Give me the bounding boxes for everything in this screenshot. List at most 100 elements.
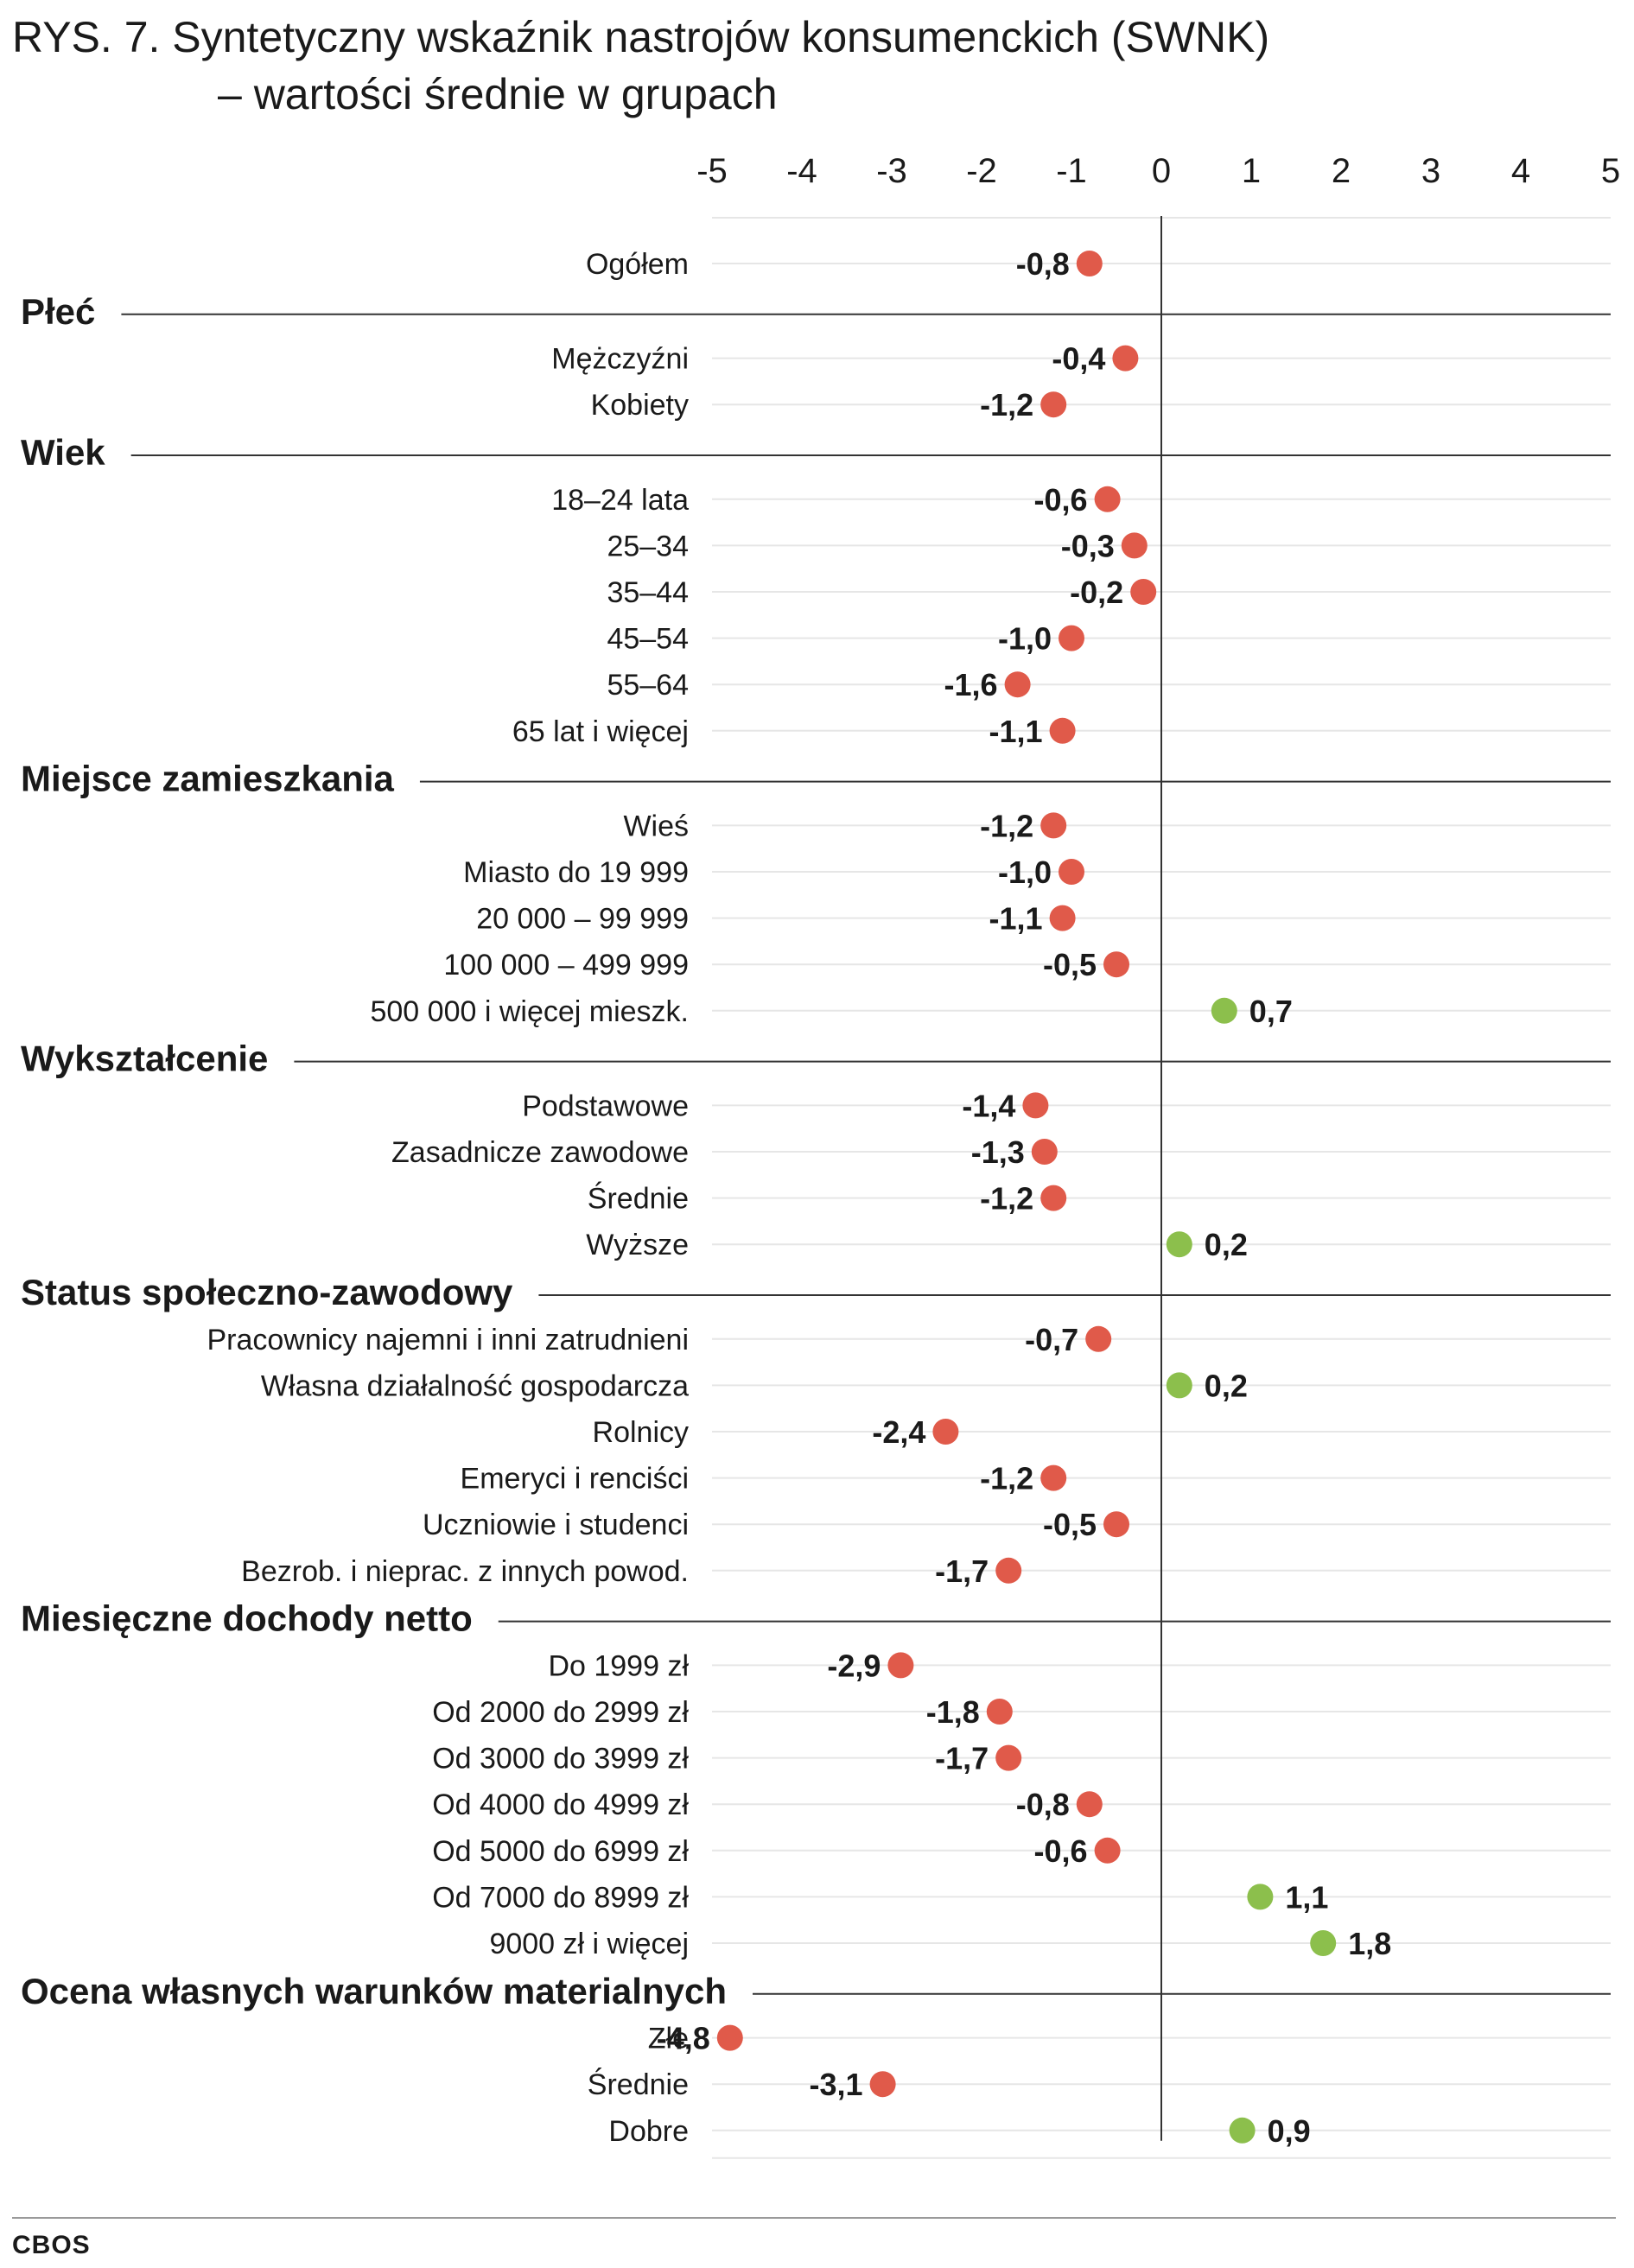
data-label: -0,7	[1025, 1322, 1078, 1357]
data-label: 1,1	[1285, 1879, 1328, 1915]
data-label: -1,6	[944, 667, 998, 702]
data-point	[1166, 1231, 1192, 1258]
category-label: Od 5000 do 6999 zł	[432, 1835, 689, 1868]
data-label: -1,8	[926, 1694, 980, 1730]
category-label: Podstawowe	[522, 1090, 689, 1122]
data-point	[1031, 1139, 1058, 1165]
category-label: 65 lat i więcej	[512, 715, 689, 748]
data-point	[1059, 859, 1084, 885]
data-label: -2,9	[827, 1648, 881, 1683]
category-label: Kobiety	[591, 389, 689, 422]
category-label: Wieś	[623, 810, 689, 842]
data-point	[1094, 486, 1121, 512]
data-point	[1121, 532, 1148, 559]
x-tick-label: -2	[966, 152, 997, 190]
data-point	[932, 1419, 959, 1445]
category-label: 18–24 lata	[551, 484, 689, 517]
category-label: Emeryci i renciści	[461, 1463, 689, 1496]
category-label: Bezrob. i nieprac. z innych powod.	[241, 1555, 689, 1588]
category-label: Od 3000 do 3999 zł	[432, 1743, 689, 1776]
data-label: -1,7	[935, 1553, 989, 1589]
data-point	[716, 2024, 743, 2051]
data-point	[1022, 1092, 1049, 1119]
data-point	[869, 2071, 896, 2098]
category-label: 100 000 – 499 999	[443, 949, 689, 982]
data-point	[1130, 579, 1157, 605]
data-label: 0,9	[1268, 2113, 1311, 2149]
data-point	[1040, 1185, 1067, 1211]
data-point	[1040, 1464, 1067, 1491]
category-label: Własna działalność gospodarcza	[261, 1369, 689, 1402]
data-label: -0,5	[1043, 1507, 1097, 1542]
x-tick-label: 3	[1421, 152, 1440, 190]
data-point	[995, 1557, 1022, 1584]
x-tick-label: 2	[1332, 152, 1351, 190]
data-label: -1,4	[962, 1088, 1015, 1123]
chart-title-line-2: – wartości średnie w grupach	[218, 70, 778, 118]
category-label: Złe	[648, 2023, 689, 2055]
source-label: CBOS	[12, 2231, 91, 2259]
x-tick-label: 0	[1152, 152, 1171, 190]
category-label: 20 000 – 99 999	[476, 903, 689, 936]
category-label: Od 4000 do 4999 zł	[432, 1788, 689, 1821]
data-label: -0,6	[1034, 1833, 1088, 1869]
x-tick-label: 4	[1511, 152, 1530, 190]
x-tick-label: -3	[876, 152, 907, 190]
data-point	[1040, 812, 1067, 839]
data-point	[1085, 1325, 1112, 1352]
data-label: -1,1	[989, 901, 1043, 937]
x-tick-label: -4	[786, 152, 817, 190]
x-tick-label: 5	[1601, 152, 1620, 190]
data-label: -1,2	[980, 1181, 1033, 1217]
data-point	[1004, 671, 1031, 698]
category-label: Od 7000 do 8999 zł	[432, 1881, 689, 1914]
data-point	[1103, 1511, 1129, 1538]
category-label: 25–34	[607, 530, 689, 562]
data-point	[995, 1744, 1022, 1771]
group-header: Ocena własnych warunków materialnych	[21, 1971, 727, 2011]
data-label: -3,1	[810, 2067, 863, 2102]
data-label: -1,0	[998, 854, 1052, 890]
data-label: -0,2	[1070, 575, 1123, 610]
data-label: -0,8	[1016, 246, 1070, 282]
data-label: -0,4	[1052, 341, 1105, 377]
group-header: Wiek	[21, 432, 105, 473]
category-label: Od 2000 do 2999 zł	[432, 1696, 689, 1729]
category-label: Zasadnicze zawodowe	[391, 1136, 689, 1169]
data-label: -1,2	[980, 1461, 1033, 1496]
group-header: Płeć	[21, 291, 95, 332]
data-label: -2,4	[872, 1414, 925, 1450]
data-point	[1049, 717, 1076, 744]
category-label: Wyższe	[586, 1229, 689, 1261]
data-point	[1103, 951, 1129, 978]
data-label: -1,7	[935, 1741, 989, 1776]
chart-title: RYS. 7. Syntetyczny wskaźnik nastrojów k…	[12, 9, 1269, 123]
category-label: 55–64	[607, 669, 689, 702]
group-header: Status społeczno-zawodowy	[21, 1272, 513, 1312]
category-label: 45–54	[607, 623, 689, 656]
group-header: Miejsce zamieszkania	[21, 759, 395, 799]
category-label: 35–44	[607, 576, 689, 609]
data-label: -0,8	[1016, 1787, 1070, 1822]
category-label: Mężczyźni	[551, 343, 689, 376]
group-header: Miesięczne dochody netto	[21, 1598, 473, 1639]
data-label: 0,2	[1205, 1227, 1248, 1262]
category-label: 500 000 i więcej mieszk.	[370, 995, 689, 1028]
data-point	[1247, 1884, 1274, 1910]
data-label: -0,6	[1034, 482, 1088, 518]
category-label: 9000 zł i więcej	[489, 1928, 689, 1960]
category-label: Uczniowie i studenci	[423, 1509, 689, 1541]
data-label: 0,2	[1205, 1368, 1248, 1403]
category-label: Miasto do 19 999	[463, 856, 689, 889]
category-label: Dobre	[608, 2115, 689, 2148]
data-label: -0,5	[1043, 947, 1097, 982]
data-point	[1112, 345, 1139, 372]
data-point	[1229, 2117, 1256, 2144]
data-point	[887, 1652, 914, 1679]
category-label: Pracownicy najemni i inni zatrudnieni	[207, 1324, 690, 1356]
x-tick-label: -1	[1056, 152, 1087, 190]
data-point	[1059, 625, 1084, 651]
data-label: -1,1	[989, 714, 1043, 749]
group-header: Wykształcenie	[21, 1039, 268, 1079]
